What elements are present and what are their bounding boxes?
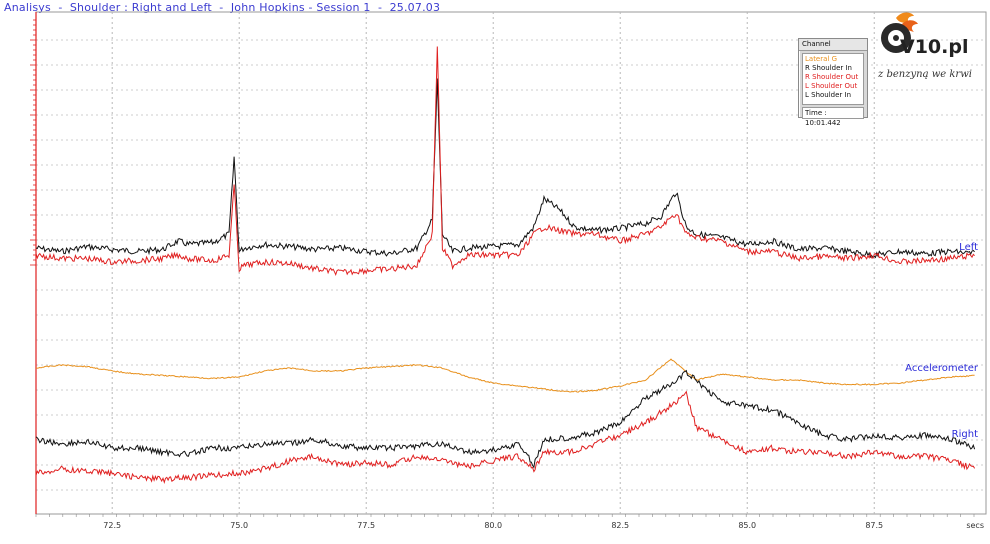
logo-brand: V10.pl <box>900 36 969 58</box>
legend-list: Lateral G R Shoulder In R Shoulder Out L… <box>802 53 864 105</box>
x-tick-label: 87.5 <box>865 521 883 530</box>
x-axis-unit: secs <box>966 521 984 530</box>
group-label-accelerometer: Accelerometer <box>905 363 979 374</box>
legend-item-l-shoulder-out[interactable]: L Shoulder Out <box>805 82 858 90</box>
x-tick-label: 82.5 <box>611 521 629 530</box>
cursor-time-readout: Time : 10:01.442 <box>802 107 864 127</box>
x-tick-label: 77.5 <box>357 521 375 530</box>
x-tick-label: 80.0 <box>484 521 502 530</box>
series-line-l-shoulder-in <box>35 78 975 259</box>
v10-logo: V10.pl z benzyną we krwi <box>872 6 987 86</box>
x-tick-label: 75.0 <box>230 521 248 530</box>
x-tick-label: 85.0 <box>738 521 756 530</box>
group-label-right: Right <box>952 429 978 440</box>
series-line-l-shoulder-out <box>35 46 975 277</box>
group-label-left: Left <box>959 242 978 253</box>
logo-slogan: z benzyną we krwi <box>878 69 972 80</box>
legend-header: Channel <box>799 39 867 51</box>
window-title: Analisys - Shoulder : Right and Left - J… <box>4 1 441 14</box>
x-tick-label: 72.5 <box>103 521 121 530</box>
channel-legend[interactable]: Channel Lateral G R Shoulder In R Should… <box>798 38 868 127</box>
series-line-r-shoulder-in <box>35 369 976 469</box>
series-line-lateral-g <box>35 358 975 393</box>
legend-item-r-shoulder-out[interactable]: R Shoulder Out <box>805 73 859 81</box>
legend-item-l-shoulder-in[interactable]: L Shoulder In <box>805 91 852 99</box>
series-line-r-shoulder-out <box>35 390 976 484</box>
legend-item-lateral-g[interactable]: Lateral G <box>805 55 838 63</box>
tire-flame-icon <box>881 12 918 53</box>
legend-item-r-shoulder-in[interactable]: R Shoulder In <box>805 64 852 72</box>
